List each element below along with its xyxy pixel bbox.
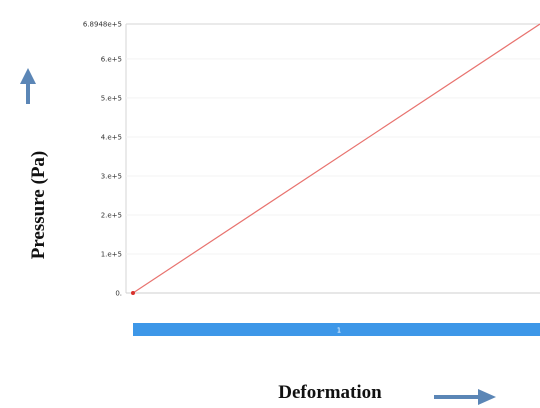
x-axis-arrow-icon: [434, 389, 496, 405]
data-point: [131, 291, 135, 295]
y-axis-arrow-icon: [20, 68, 36, 104]
y-tick-label: 2.e+5: [101, 211, 122, 219]
gridlines: [126, 58, 540, 255]
y-tick-label: 1.e+5: [101, 250, 122, 258]
series-line: [132, 23, 540, 294]
y-tick-label: 5.e+5: [101, 94, 122, 102]
y-tick-label: 6.e+5: [101, 55, 122, 63]
y-tick-label: 3.e+5: [101, 172, 122, 180]
series: [131, 23, 540, 295]
timeline-bar[interactable]: [133, 323, 540, 336]
y-ticks: 0. 1.e+5 2.e+5 3.e+5 4.e+5 5.e+5 6.e+5 6.8948e+…: [83, 21, 122, 298]
y-tick-label: 0.: [115, 290, 122, 298]
y-axis-title: Pressure (Pa): [28, 151, 49, 260]
timeline-label: 1: [337, 327, 341, 335]
y-tick-label: 6.8948e+5: [83, 21, 122, 29]
y-tick-label: 4.e+5: [101, 133, 122, 141]
x-axis-title: Deformation: [278, 382, 382, 403]
